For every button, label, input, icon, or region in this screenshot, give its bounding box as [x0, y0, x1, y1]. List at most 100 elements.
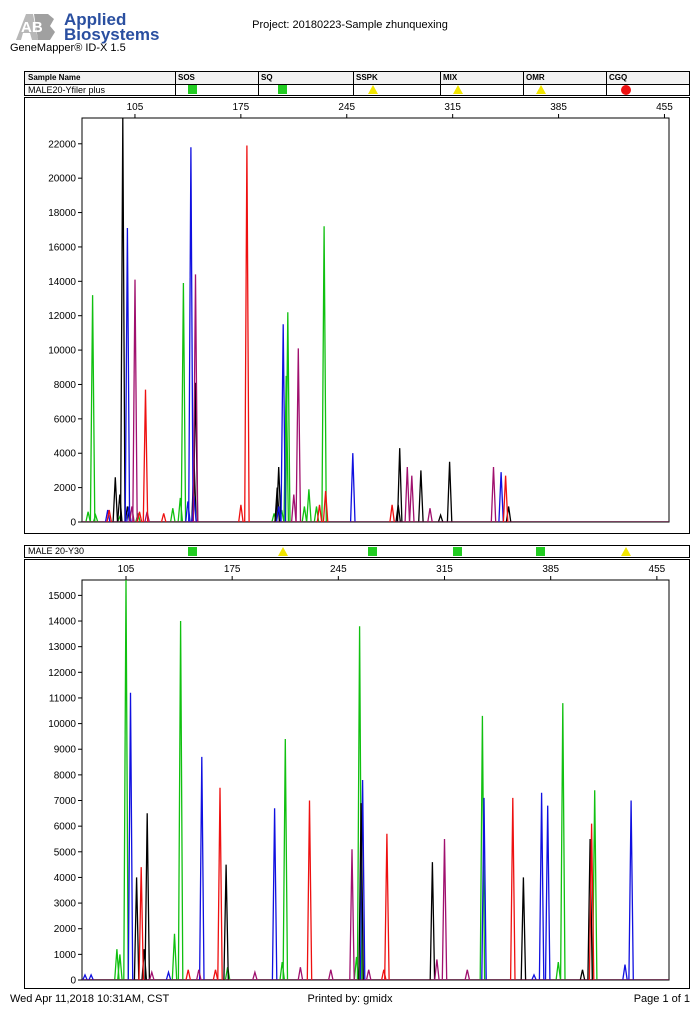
col-omr: OMR [526, 73, 545, 82]
peak-black [437, 512, 444, 523]
peak-purple [252, 969, 258, 981]
peak-black [418, 470, 424, 523]
quality-flag-sos-pass-icon[interactable] [187, 84, 199, 96]
quality-flag-mix-check-icon[interactable] [452, 84, 464, 96]
quality-flag-omr-check-icon[interactable] [535, 84, 547, 96]
x-tick-label: 175 [233, 102, 250, 113]
peak-purple [404, 466, 411, 523]
trace-green [82, 226, 669, 523]
plot-area [81, 579, 670, 981]
quality-flag-sq-pass-icon[interactable] [277, 84, 289, 96]
peak-red [212, 969, 219, 981]
x-tick-label: 245 [338, 102, 355, 113]
traces [82, 579, 669, 981]
peak-black [124, 506, 131, 523]
peak-green [284, 312, 291, 523]
peak-green [306, 489, 312, 523]
peak-red [217, 787, 223, 981]
quality-flag-cgq-check-icon[interactable] [620, 546, 632, 558]
peak-blue [531, 973, 537, 981]
y-tick-label: 4000 [54, 449, 77, 460]
peak-blue [498, 472, 504, 523]
logo-initials: AB [21, 19, 43, 36]
brand-name: Applied Biosystems [64, 11, 159, 43]
quality-flag-omr-pass-icon[interactable] [535, 546, 547, 558]
peak-blue [82, 973, 88, 981]
peak-blue [622, 964, 628, 981]
electropherogram-chart-2: 105 175 245 315 385 455 0 1000 2000 3000 4000 5000 6… [48, 564, 670, 987]
print-date: Wed Apr 11,2018 10:31AM, CST [10, 993, 170, 1005]
peak-blue [538, 792, 545, 981]
y-tick-label: 12000 [48, 311, 76, 322]
peak-blue [127, 692, 134, 981]
peak-blue [280, 324, 287, 523]
applied-biosystems-logo-icon: AB [16, 14, 55, 40]
peak-green [92, 512, 99, 523]
y-tick-label: 13000 [48, 642, 76, 653]
y-tick-label: 1000 [54, 950, 77, 961]
peak-blue [628, 800, 634, 981]
trace-black [82, 803, 669, 981]
electropherogram-chart-1: 105 175 245 315 385 455 0 2000 4000 6000 8000 10000… [48, 102, 673, 529]
peak-blue [104, 509, 111, 523]
quality-flag-mix-pass-icon[interactable] [452, 546, 464, 558]
peak-blue [349, 453, 356, 523]
x-tick-label: 455 [656, 102, 673, 113]
peak-blue [124, 227, 131, 523]
trace-blue [82, 692, 669, 981]
x-tick-label: 175 [224, 564, 241, 575]
y-tick-label: 4000 [54, 873, 77, 884]
quality-flag-sq-check-icon[interactable] [277, 546, 289, 558]
peak-black [446, 461, 453, 523]
peak-green [559, 703, 566, 981]
plot-area [81, 117, 670, 523]
col-sspk: SSPK [356, 73, 378, 82]
y-tick-label: 7000 [54, 796, 77, 807]
peak-blue [88, 973, 94, 981]
peak-purple [195, 969, 202, 981]
peak-black [429, 862, 436, 981]
peak-blue [359, 779, 366, 981]
peak-green [479, 715, 486, 981]
quality-flag-sspk-pass-icon[interactable] [367, 546, 379, 558]
peak-green [117, 954, 123, 981]
col-sq: SQ [261, 73, 273, 82]
peak-black [133, 877, 140, 981]
x-tick-label: 315 [436, 564, 453, 575]
peak-red [306, 800, 313, 981]
peak-green [123, 579, 129, 981]
page-number: Page 1 of 1 [633, 993, 690, 1005]
y-tick-label: 8000 [54, 380, 77, 391]
sample-name-2[interactable]: MALE 20-Y30 [28, 546, 85, 556]
peak-purple [434, 959, 440, 981]
project-title: Project: 20180223-Sample zhunquexing [252, 19, 448, 31]
peak-blue [271, 808, 278, 981]
peak-purple [441, 838, 448, 981]
quality-flag-sspk-check-icon[interactable] [367, 84, 379, 96]
y-tick-label: 9000 [54, 745, 77, 756]
trace-black [82, 117, 669, 523]
quality-flag-sos-pass-icon[interactable] [187, 546, 199, 558]
peak-red [106, 509, 113, 523]
printed-by: Printed by: gmidx [307, 993, 393, 1005]
y-tick-label: 11000 [49, 693, 77, 704]
peak-red [509, 797, 516, 981]
y-tick-label: 22000 [48, 139, 76, 150]
peak-red [238, 504, 244, 523]
peak-green [321, 226, 327, 523]
x-tick-label: 385 [550, 102, 567, 113]
peak-red [138, 867, 145, 981]
sample-name-1[interactable]: MALE20-Yfiler plus [28, 85, 106, 95]
y-tick-label: 16000 [48, 242, 76, 253]
peak-red [142, 389, 149, 523]
peak-purple [464, 969, 471, 981]
sample-row-1[interactable]: MALE20-Yfiler plus [25, 84, 689, 96]
sample-row-2[interactable]: MALE 20-Y30 [24, 545, 690, 558]
peak-green [282, 738, 289, 981]
peak-red [588, 823, 595, 981]
quality-flag-cgq-fail-icon[interactable] [620, 84, 632, 96]
y-tick-label: 14000 [48, 277, 76, 288]
trace-green [82, 579, 669, 981]
peak-blue [165, 969, 172, 981]
peak-purple [327, 969, 334, 981]
